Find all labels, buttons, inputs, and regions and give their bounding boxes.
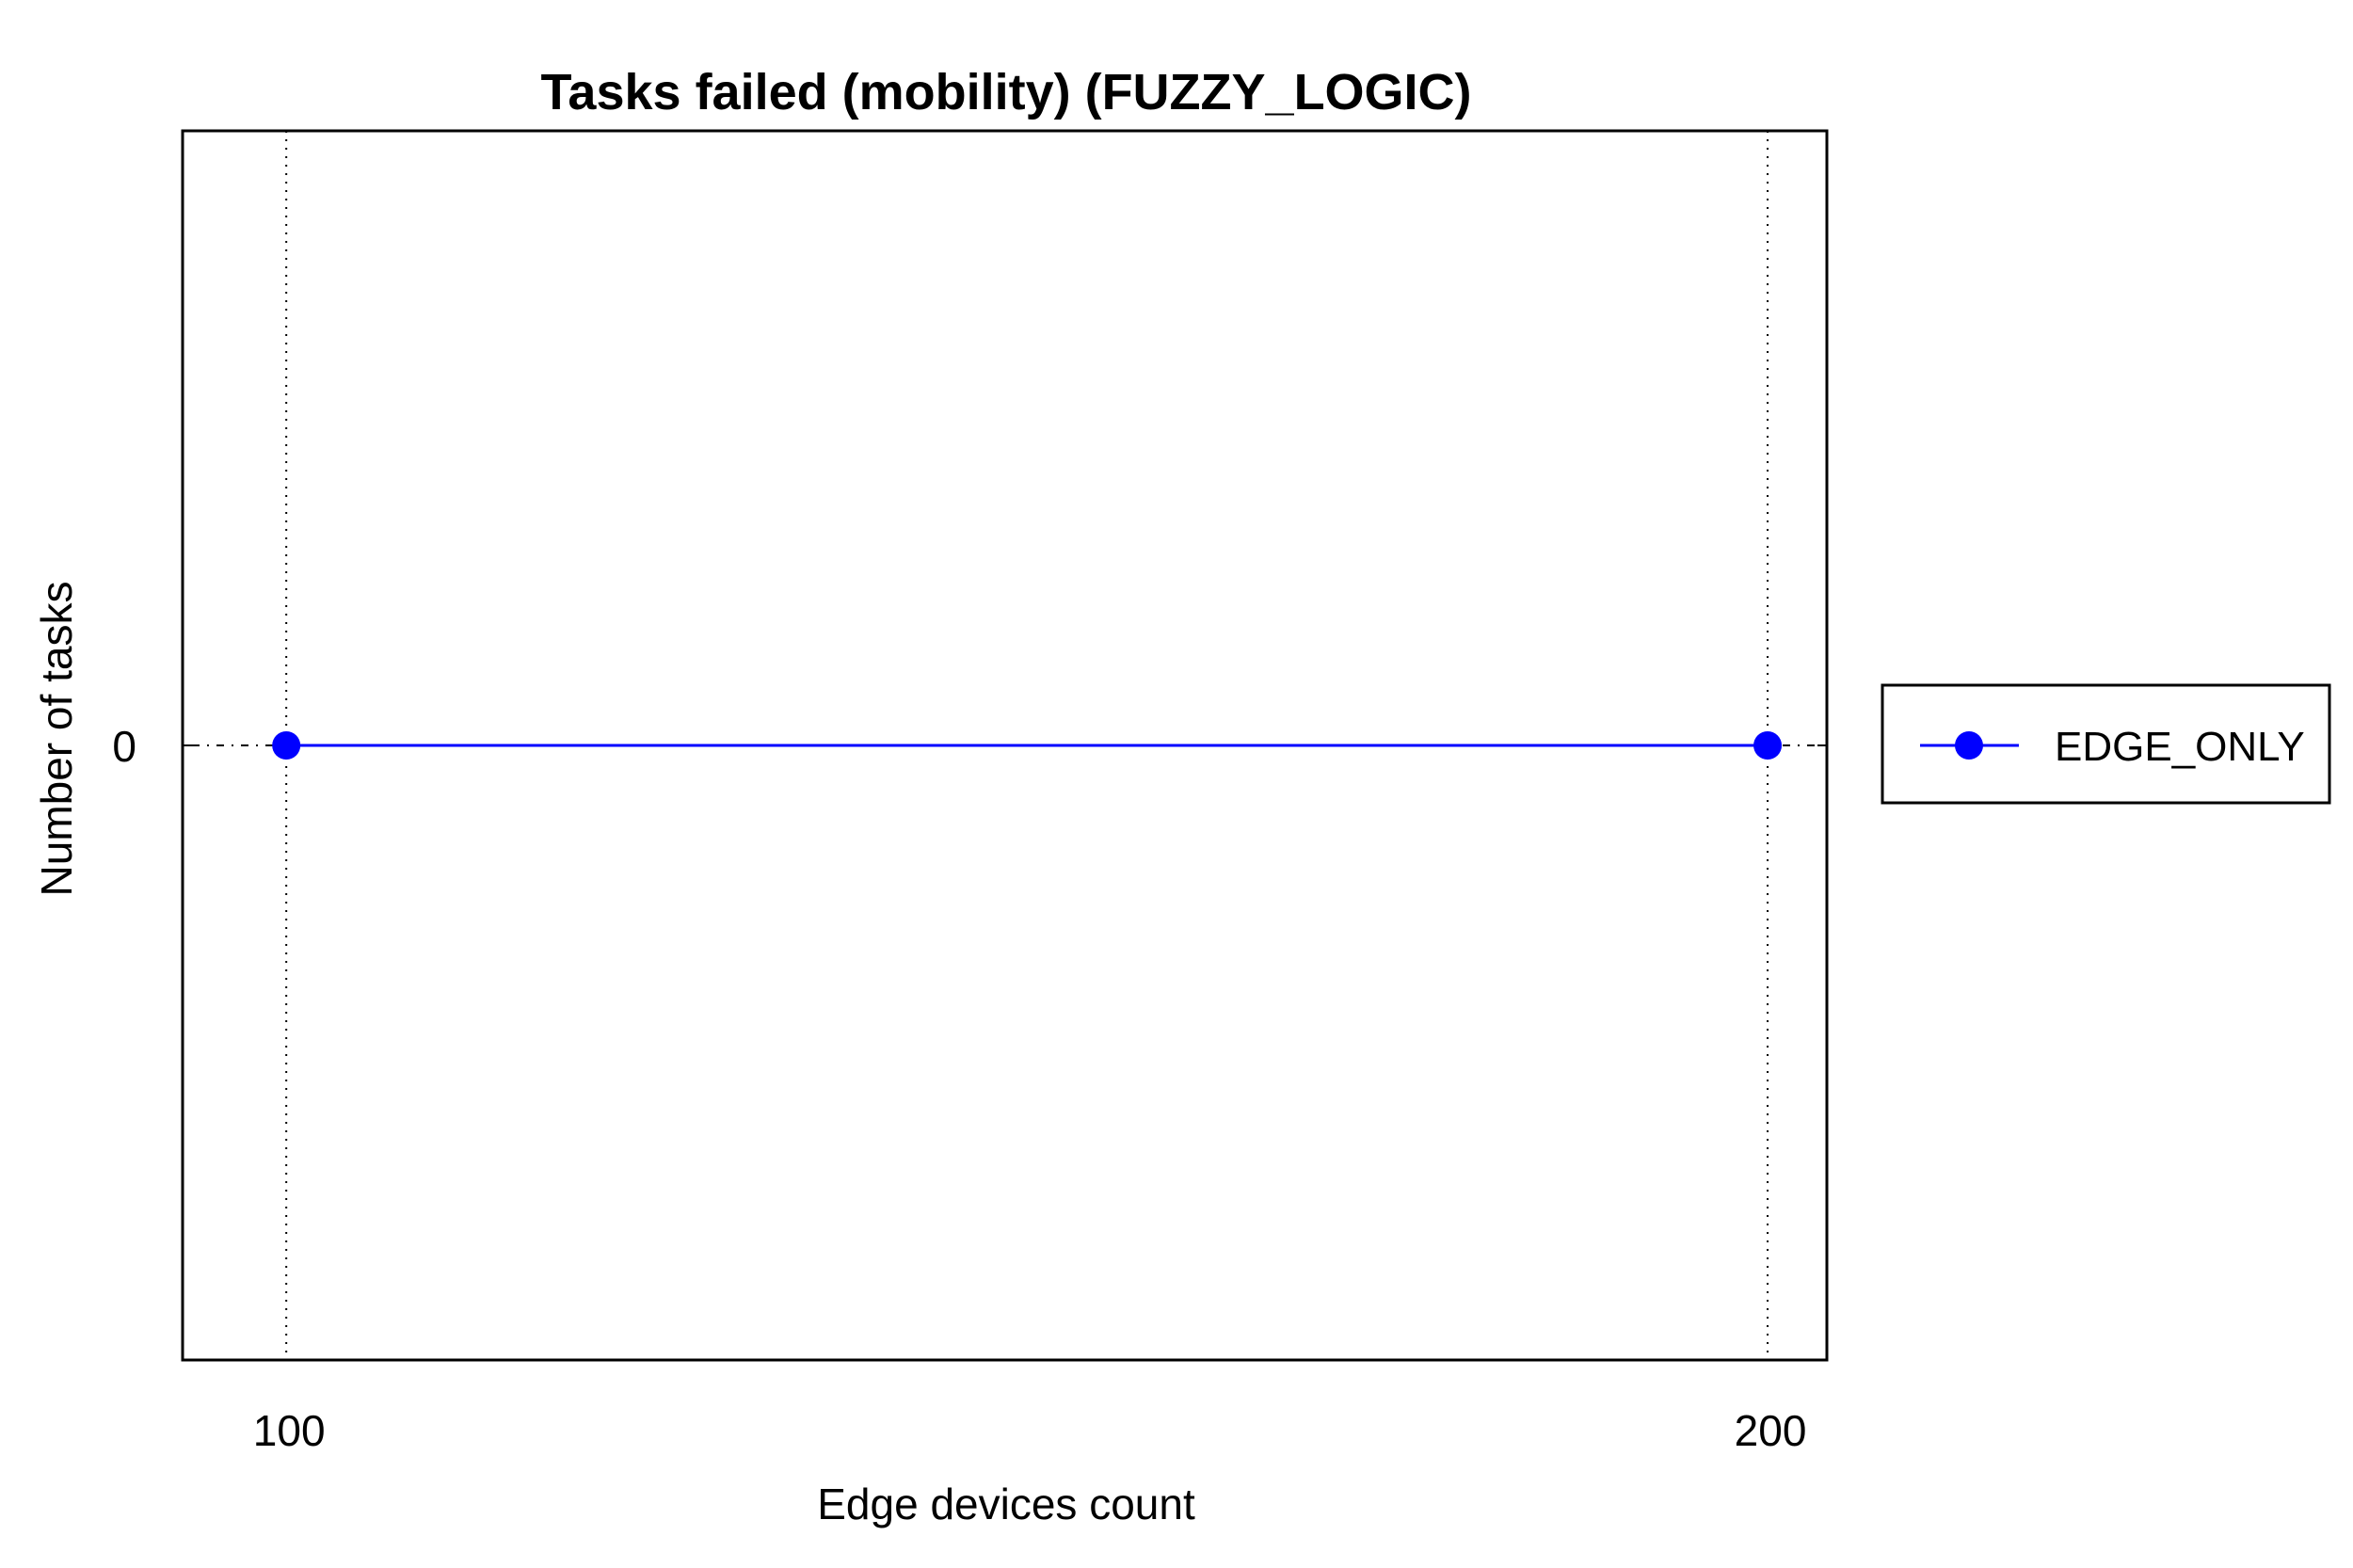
series-layer [272, 731, 1783, 760]
x-tick-label: 200 [1735, 1406, 1807, 1455]
legend-marker-edge-only [1955, 731, 1983, 760]
legend: EDGE_ONLY [1881, 683, 2331, 805]
tick-layer: 100 200 0 [112, 722, 1827, 1455]
data-point-edge-only [272, 731, 301, 760]
data-point-edge-only [1753, 731, 1783, 760]
x-axis-label: Edge devices count [817, 1480, 1195, 1528]
y-tick-label: 0 [112, 722, 136, 771]
chart-title: Tasks failed (mobility) (FUZZY_LOGIC) [540, 64, 1471, 120]
x-tick-label: 100 [253, 1406, 326, 1455]
legend-label-edge-only: EDGE_ONLY [2055, 724, 2305, 770]
y-axis-label: Number of tasks [32, 582, 81, 897]
